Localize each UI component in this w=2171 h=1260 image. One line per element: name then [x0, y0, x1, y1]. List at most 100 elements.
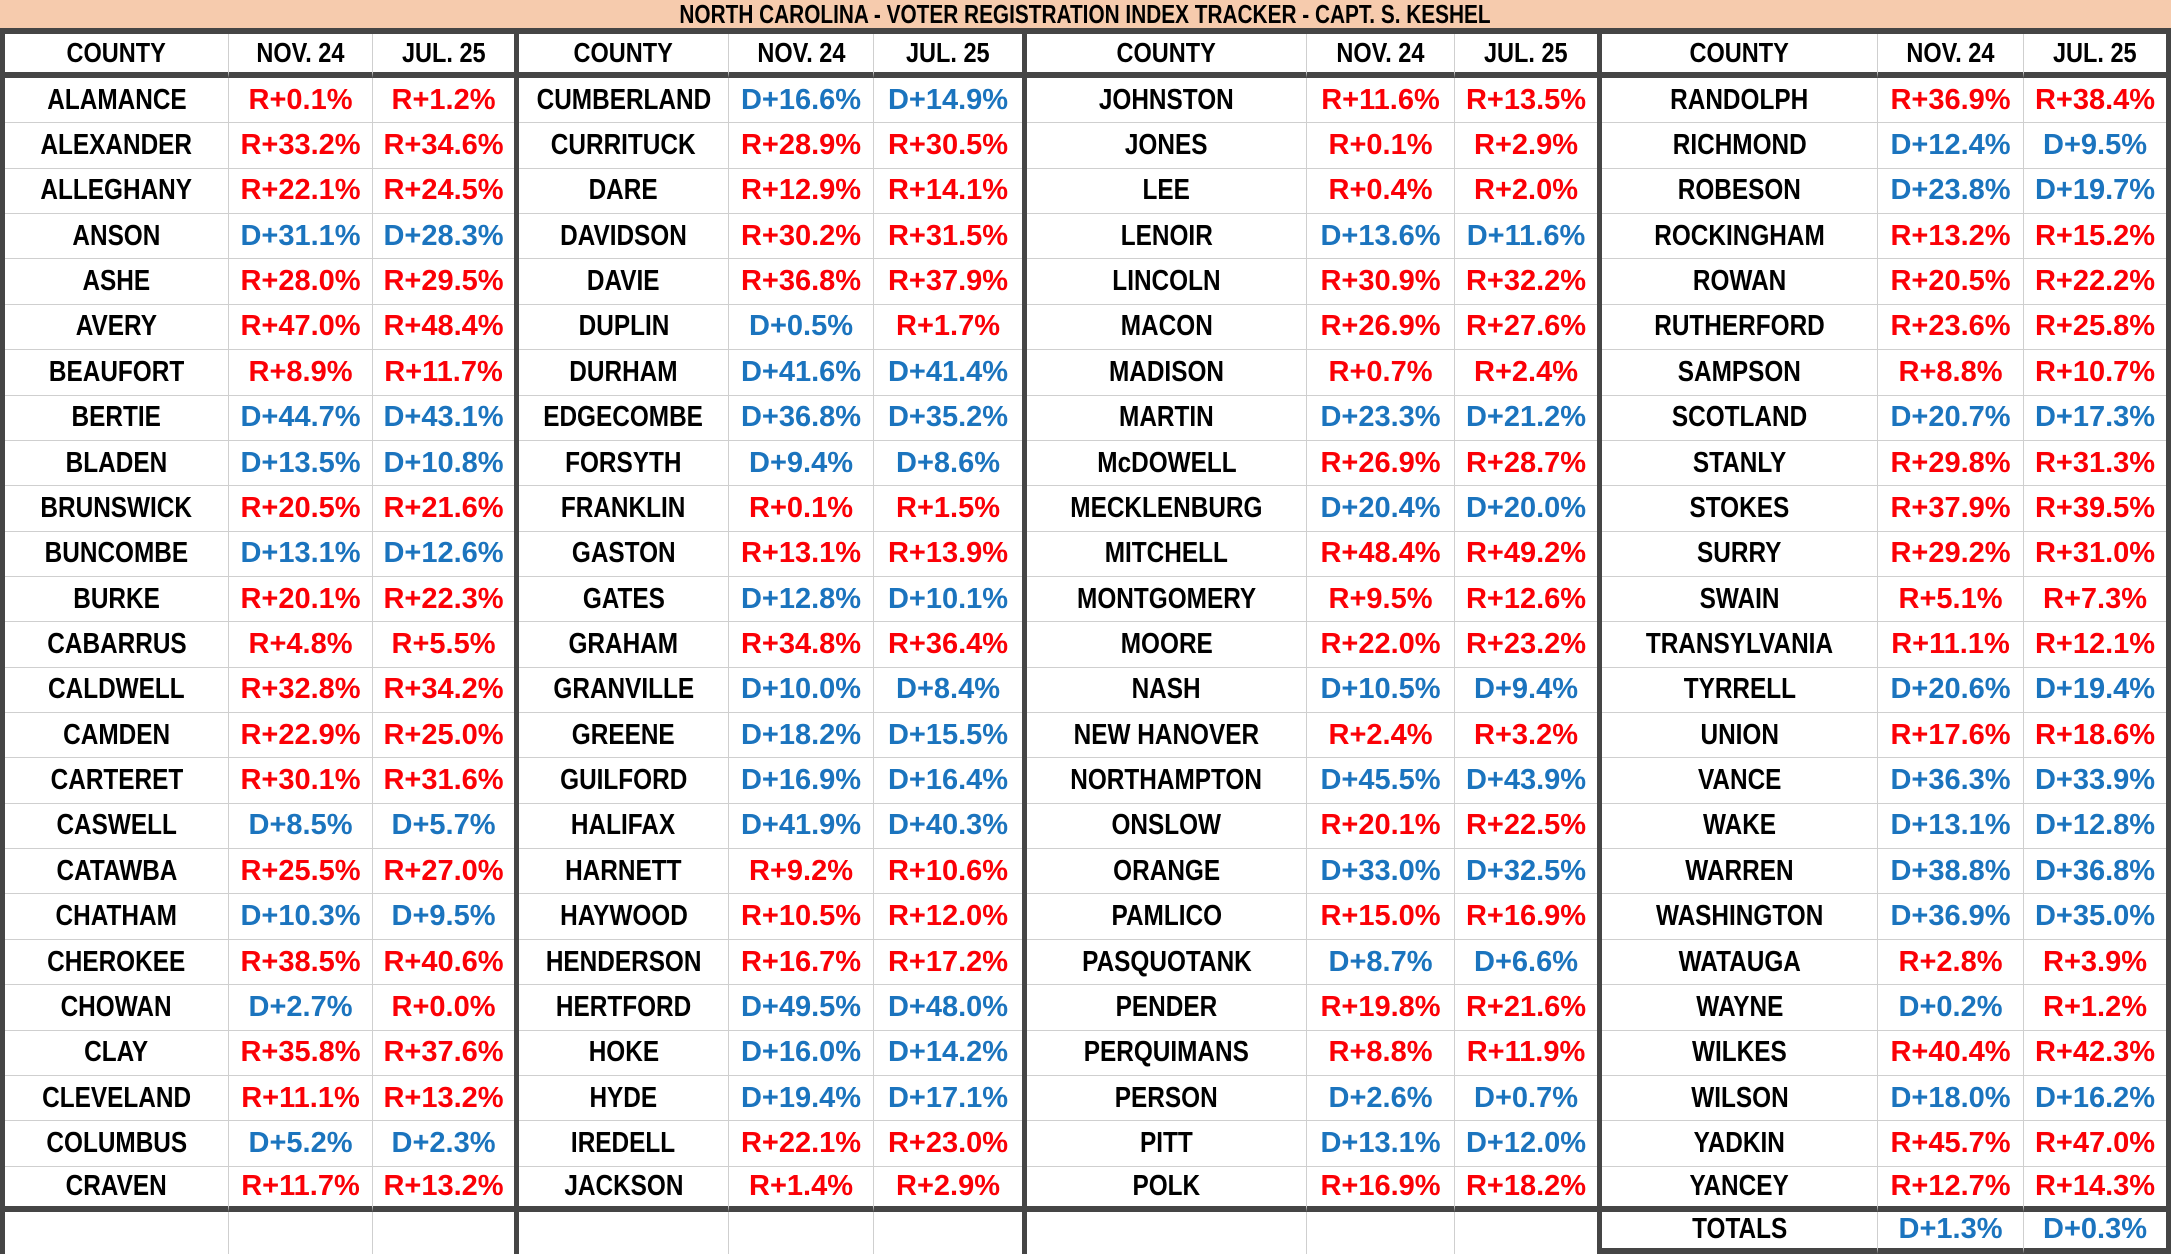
margin-value: R+17.6% [1890, 718, 2011, 751]
county-cell: CUMBERLAND [519, 78, 729, 124]
nov24-value-cell: R+19.8% [1307, 985, 1455, 1031]
county-name: BRUNSWICK [40, 491, 193, 524]
table-row: DAVIDSON R+30.2% R+31.5% [519, 214, 1022, 260]
county-cell: CATAWBA [5, 849, 229, 895]
county-name: ALEXANDER [40, 129, 193, 162]
margin-value: R+15.2% [2034, 219, 2156, 252]
table-row: PITT D+13.1% D+12.0% [1027, 1121, 1597, 1167]
nov24-value-cell: D+20.6% [1878, 667, 2024, 714]
county-cell: CASWELL [5, 803, 229, 850]
margin-value: R+4.8% [248, 627, 353, 660]
county-cell: HOKE [519, 1030, 729, 1076]
county-name: JONES [1125, 129, 1208, 162]
nov24-value-cell: R+11.1% [229, 1075, 373, 1122]
table-row: ONSLOW R+20.1% R+22.5% [1027, 803, 1597, 850]
county-name: WATAUGA [1678, 945, 1801, 978]
table-row: MACON R+26.9% R+27.6% [1027, 304, 1597, 351]
table-row: WAYNE D+0.2% R+1.2% [1602, 985, 2166, 1031]
margin-value: D+20.4% [1320, 491, 1441, 524]
table-row: BURKE R+20.1% R+22.3% [5, 576, 514, 623]
margin-value: D+16.6% [740, 83, 862, 116]
margin-value: R+40.4% [1890, 1036, 2011, 1069]
margin-value: D+36.8% [740, 401, 862, 434]
jul25-value-cell: R+11.9% [1455, 1030, 1597, 1076]
nov24-value-cell: D+16.6% [729, 78, 874, 124]
county-cell: HALIFAX [519, 803, 729, 850]
title-bar: NORTH CAROLINA - VOTER REGISTRATION INDE… [0, 0, 2171, 34]
county-name: DURHAM [569, 355, 678, 388]
county-cell: GUILFORD [519, 758, 729, 804]
jul25-value-cell: D+14.9% [874, 78, 1022, 124]
table-row: UNION R+17.6% R+18.6% [1602, 713, 2166, 759]
jul25-value-cell: D+9.5% [373, 894, 514, 940]
nov24-value-cell: R+40.4% [1878, 1030, 2024, 1076]
county-name: CLAY [84, 1036, 149, 1069]
header-row: COUNTY NOV. 24 JUL. 25 [5, 34, 514, 78]
jul25-header-cell: JUL. 25 [2024, 34, 2166, 78]
table-row: CUMBERLAND D+16.6% D+14.9% [519, 78, 1022, 124]
table-row: NASH D+10.5% D+9.4% [1027, 667, 1597, 714]
nov24-value-cell: D+38.8% [1878, 849, 2024, 895]
table-row: MONTGOMERY R+9.5% R+12.6% [1027, 576, 1597, 623]
margin-value: R+0.1% [248, 83, 353, 116]
jul25-value-cell: R+13.2% [373, 1166, 514, 1212]
margin-value: R+22.5% [1465, 809, 1587, 842]
margin-value: D+35.2% [887, 401, 1009, 434]
table-row: LENOIR D+13.6% D+11.6% [1027, 214, 1597, 260]
table-row: MADISON R+0.7% R+2.4% [1027, 350, 1597, 396]
county-name: MECKLENBURG [1070, 491, 1263, 524]
county-cell: BLADEN [5, 440, 229, 487]
county-name: SCOTLAND [1671, 401, 1808, 434]
table-row: GATES D+12.8% D+10.1% [519, 576, 1022, 623]
table-row: RICHMOND D+12.4% D+9.5% [1602, 123, 2166, 169]
table-row: GUILFORD D+16.9% D+16.4% [519, 758, 1022, 804]
margin-value: R+18.2% [1465, 1169, 1587, 1202]
county-name: CAMDEN [63, 718, 170, 751]
jul25-value-cell: R+10.6% [874, 849, 1022, 895]
county-cell: POLK [1027, 1166, 1307, 1212]
nov24-value-cell: D+45.5% [1307, 758, 1455, 804]
margin-value: D+20.7% [1890, 401, 2011, 434]
county-cell: HENDERSON [519, 939, 729, 986]
county-name: LEE [1142, 174, 1191, 207]
margin-value: R+36.4% [887, 627, 1009, 660]
county-name: WARREN [1685, 854, 1794, 887]
county-cell: EDGECOMBE [519, 395, 729, 441]
margin-value: R+2.8% [1898, 945, 2003, 978]
table-row: CALDWELL R+32.8% R+34.2% [5, 667, 514, 714]
county-cell: STOKES [1602, 486, 1878, 532]
nov24-value-cell: D+23.3% [1307, 395, 1455, 441]
jul25-value-cell: D+14.2% [874, 1030, 1022, 1076]
county-name: BUNCOMBE [44, 537, 189, 570]
margin-value: R+1.2% [391, 83, 496, 116]
jul25-value-cell: D+35.2% [874, 395, 1022, 441]
empty-cell [229, 1211, 373, 1254]
jul25-value-cell: R+3.2% [1455, 713, 1597, 759]
county-cell: AVERY [5, 304, 229, 351]
county-cell: JONES [1027, 123, 1307, 169]
table-row: BEAUFORT R+8.9% R+11.7% [5, 350, 514, 396]
jul25-value-cell: R+5.5% [373, 622, 514, 668]
nov24-value-cell: R+20.1% [229, 576, 373, 623]
table-row: DAVIE R+36.8% R+37.9% [519, 259, 1022, 305]
table-row: ASHE R+28.0% R+29.5% [5, 259, 514, 305]
county-name: GRANVILLE [553, 673, 694, 706]
jul25-value-cell: R+1.2% [373, 78, 514, 124]
margin-value: R+34.8% [740, 627, 862, 660]
margin-value: R+23.0% [887, 1126, 1009, 1159]
county-cell: CHEROKEE [5, 939, 229, 986]
margin-value: R+16.9% [1465, 900, 1587, 933]
jul25-value-cell: D+41.4% [874, 350, 1022, 396]
margin-value: R+0.7% [1328, 355, 1433, 388]
nov24-value-cell: R+0.1% [1307, 123, 1455, 169]
table-row: ALLEGHANY R+22.1% R+24.5% [5, 168, 514, 215]
margin-value: D+19.4% [740, 1081, 862, 1114]
margin-value: D+48.0% [887, 990, 1009, 1023]
table-row: CARTERET R+30.1% R+31.6% [5, 758, 514, 804]
jul25-value-cell: R+23.2% [1455, 622, 1597, 668]
nov24-value-cell: D+36.8% [729, 395, 874, 441]
county-cell: SCOTLAND [1602, 395, 1878, 441]
table-row: CHEROKEE R+38.5% R+40.6% [5, 939, 514, 986]
nov24-value-cell: R+22.1% [229, 168, 373, 215]
margin-value: R+20.5% [1890, 265, 2011, 298]
